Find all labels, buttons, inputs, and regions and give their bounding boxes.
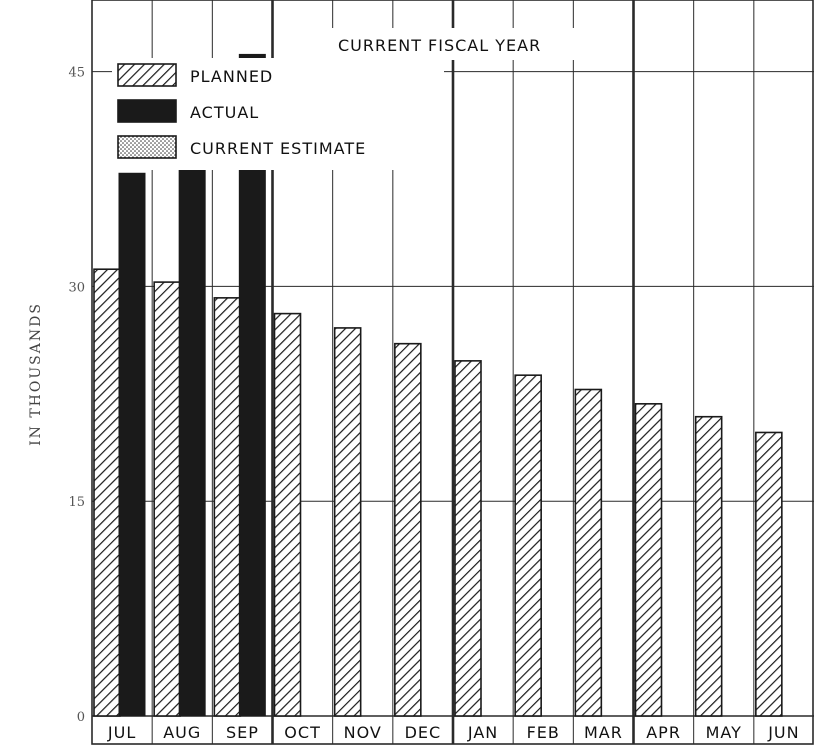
x-tick-label-sep: SEP	[226, 723, 259, 742]
bar-planned-sep	[213, 297, 242, 717]
x-tick-label-nov: NOV	[344, 723, 382, 742]
x-tick-label-jul: JUL	[107, 723, 136, 742]
x-tick-label-may: MAY	[706, 723, 742, 742]
chart-title: CURRENT FISCAL YEAR	[338, 36, 541, 55]
x-tick-label-feb: FEB	[527, 723, 560, 742]
y-tick-label: 30	[68, 280, 85, 295]
bar-actual-aug	[178, 149, 206, 717]
bar-planned-oct	[273, 312, 302, 717]
y-tick-label: 45	[68, 66, 85, 81]
bar-planned-dec	[394, 342, 422, 717]
bar-planned-apr	[634, 403, 663, 717]
y-tick-label: 15	[68, 495, 85, 510]
x-tick-label-oct: OCT	[284, 723, 321, 742]
legend: PLANNED ACTUAL CURRENT ESTIMATE	[112, 58, 444, 170]
axis-labels: 0 15 30 45 JUL AUG SEP OCT NOV DEC JAN FEB MAR APR MAY…	[68, 66, 799, 742]
bar-actual-jul	[118, 172, 146, 717]
legend-swatch-stippled	[117, 135, 177, 159]
bar-planned-jan	[454, 360, 482, 717]
legend-label: PLANNED	[190, 67, 273, 86]
bar-planned-may	[694, 415, 723, 717]
bar-planned-mar	[574, 388, 603, 717]
legend-label: ACTUAL	[190, 103, 259, 122]
x-tick-label-jan: JAN	[467, 723, 498, 742]
x-tick-label-jun: JUN	[767, 723, 799, 742]
legend-swatch-solid	[117, 99, 177, 123]
chart-title-group: CURRENT FISCAL YEAR	[330, 28, 594, 60]
y-axis-label: IN THOUSANDS	[28, 302, 44, 446]
x-tick-label-mar: MAR	[584, 723, 623, 742]
bar-planned-jul	[93, 268, 121, 717]
x-tick-label-apr: APR	[646, 723, 681, 742]
y-tick-label: 0	[77, 710, 85, 725]
legend-label: CURRENT ESTIMATE	[190, 139, 366, 158]
bar-planned-feb	[514, 374, 542, 717]
x-tick-label-aug: AUG	[163, 723, 201, 742]
bar-planned-jun	[755, 431, 783, 717]
bar-planned-nov	[333, 327, 362, 717]
bar-planned-aug	[153, 281, 181, 717]
legend-swatch-hatched	[117, 63, 177, 87]
x-tick-label-dec: DEC	[405, 723, 442, 742]
